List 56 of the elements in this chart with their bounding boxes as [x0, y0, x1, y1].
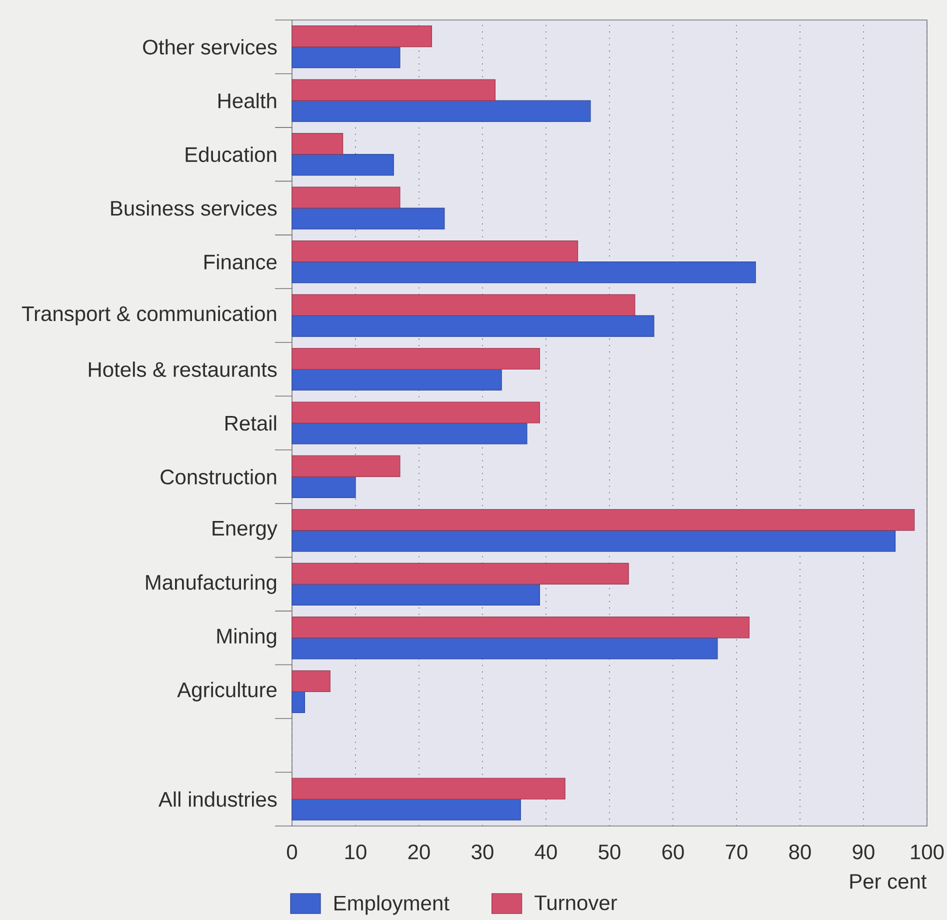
bar	[292, 294, 636, 316]
y-tick-label: Retail	[226, 415, 276, 431]
bar	[292, 186, 400, 208]
bar	[292, 509, 915, 531]
x-tick-label: 90	[852, 844, 874, 860]
x-tick-label: 30	[472, 844, 494, 860]
bar	[292, 26, 432, 48]
bar	[292, 240, 578, 262]
bar	[292, 562, 629, 584]
y-tick-label: Hotels & restaurants	[88, 362, 277, 377]
x-tick-label: 20	[408, 844, 430, 860]
y-tick-label: Manufacturing	[146, 574, 276, 594]
bar	[292, 348, 540, 370]
legend-label: Turnover	[534, 896, 618, 910]
bar	[292, 530, 896, 552]
x-tick-label: 10	[345, 844, 366, 860]
bar	[292, 154, 394, 176]
x-tick-label: 40	[534, 844, 557, 860]
bar	[292, 261, 756, 284]
bar	[292, 79, 496, 101]
y-tick-label: All industries	[158, 791, 277, 807]
bar	[292, 368, 502, 391]
bar	[292, 46, 400, 68]
bar	[292, 638, 718, 660]
bar	[292, 208, 445, 230]
y-tick-label: Transport & communication	[22, 306, 276, 326]
x-axis-title: Per cent	[850, 874, 927, 889]
bar	[292, 100, 591, 122]
y-tick-label: Education	[186, 146, 276, 162]
y-tick-label: Construction	[160, 469, 276, 484]
y-tick-label: Mining	[217, 628, 276, 648]
y-tick-label: Energy	[212, 521, 278, 540]
x-tick-label: 100	[911, 844, 944, 860]
bar	[292, 133, 344, 155]
y-tick-label: Other services	[143, 39, 277, 55]
y-tick-label: Finance	[204, 254, 277, 270]
legend-label: Employment	[334, 895, 450, 915]
bar	[292, 402, 540, 424]
bar	[292, 616, 750, 638]
x-tick-label: 60	[662, 844, 684, 860]
bar	[292, 778, 566, 800]
x-tick-label: 0	[286, 844, 298, 860]
bar	[292, 691, 306, 713]
x-tick-label: 50	[598, 844, 620, 860]
bar	[292, 798, 521, 820]
x-tick-label: 70	[726, 844, 748, 860]
x-tick-label: 80	[789, 844, 811, 860]
bar	[292, 455, 400, 478]
bar	[292, 476, 356, 498]
y-tick-label: Agriculture	[177, 682, 277, 702]
bar	[292, 670, 330, 692]
bar	[292, 315, 654, 337]
bar	[292, 422, 528, 444]
bar	[292, 584, 540, 606]
y-tick-label: Business services	[111, 200, 277, 216]
y-tick-label: Health	[218, 92, 276, 108]
